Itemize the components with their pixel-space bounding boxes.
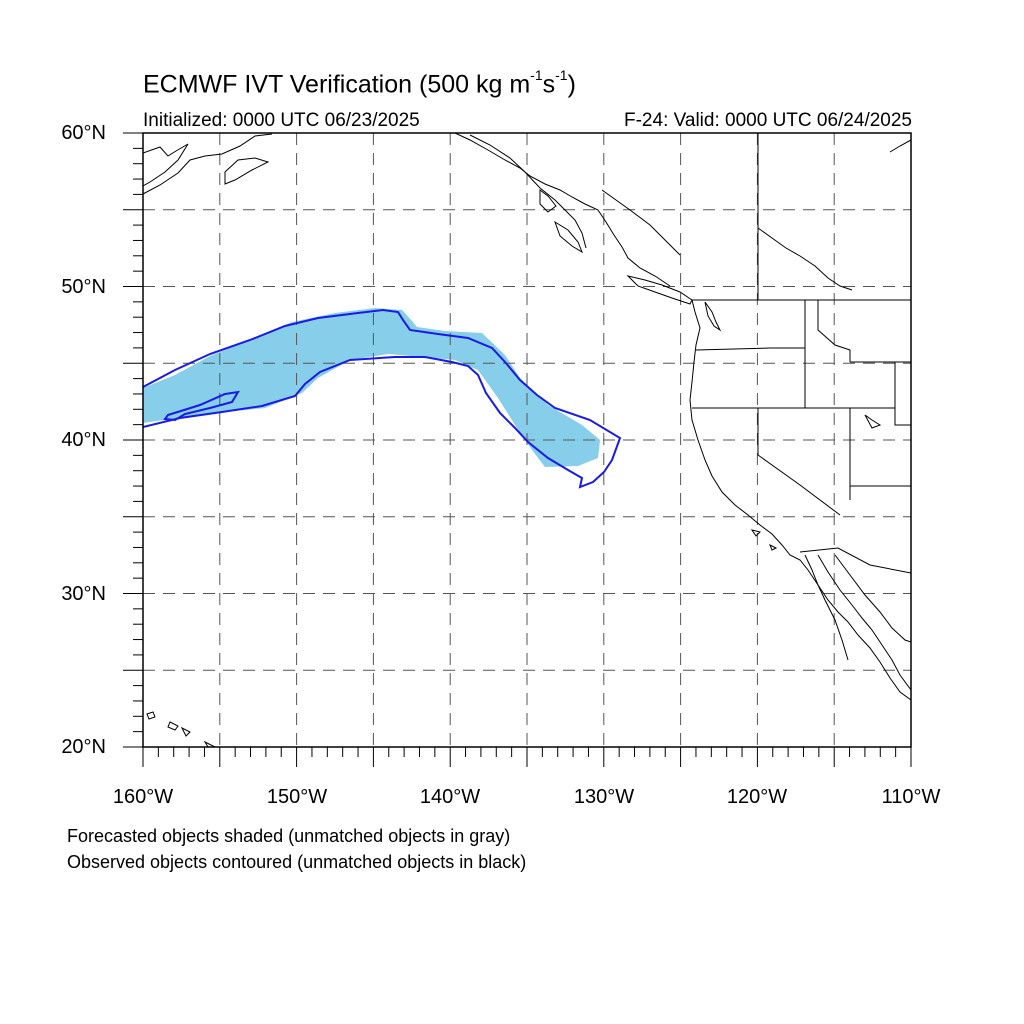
valid-time-label: F-24: Valid: 0000 UTC 06/24/2025: [624, 110, 912, 131]
coastlines: [143, 133, 911, 747]
lat-label-50n: 50°N: [61, 276, 106, 298]
lat-label-20n: 20°N: [61, 736, 106, 758]
lon-label-120w: 120°W: [726, 786, 788, 808]
lat-lon-grid: [143, 133, 911, 747]
observed-object-contour-inner: [163, 390, 240, 422]
lat-label-40n: 40°N: [61, 429, 106, 451]
legend-note-observed: Observed objects contoured (unmatched ob…: [67, 852, 527, 872]
figure-title: ECMWF IVT Verification (500 kg m-1s-1): [143, 67, 576, 99]
lon-label-160w: 160°W: [112, 786, 174, 808]
political-borders: [601, 133, 911, 574]
lon-label-140w: 140°W: [419, 786, 481, 808]
lon-label-110w: 110°W: [881, 786, 941, 808]
lon-label-150w: 150°W: [266, 786, 328, 808]
observed-object-contour: [143, 308, 622, 489]
lat-label-60n: 60°N: [61, 122, 106, 144]
init-time-label: Initialized: 0000 UTC 06/23/2025: [143, 110, 420, 131]
axis-ticks: [123, 132, 912, 767]
legend-note-forecast: Forecasted objects shaded (unmatched obj…: [67, 826, 511, 846]
lat-label-30n: 30°N: [61, 583, 106, 605]
lon-label-130w: 130°W: [573, 786, 635, 808]
forecast-object-shaded: [143, 308, 600, 467]
